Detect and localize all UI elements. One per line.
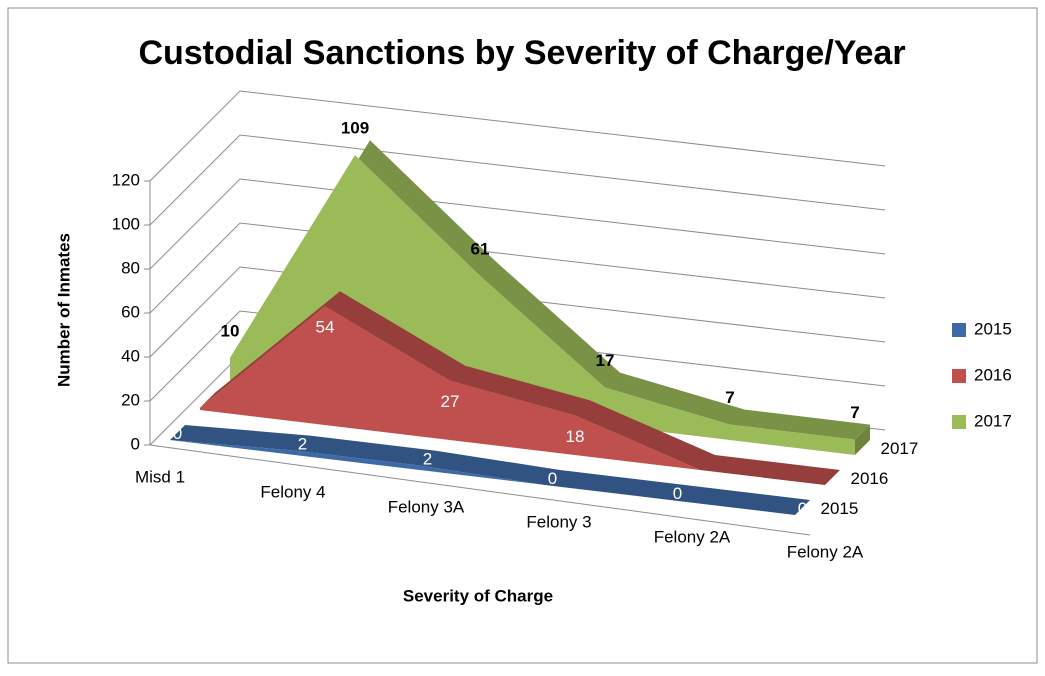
x-tick-label: Felony 2A (654, 527, 731, 546)
x-tick-label: Felony 3A (388, 497, 465, 516)
area-top (200, 291, 840, 485)
data-label: 2 (298, 435, 307, 454)
legend-label: 2015 (974, 319, 1012, 338)
data-label: 0 (173, 424, 182, 443)
y-tick-label: 120 (112, 170, 140, 189)
depth-label: 2016 (851, 469, 889, 488)
y-tick-label: 100 (112, 214, 140, 233)
depth-label: 2015 (821, 499, 859, 518)
chart-title: Custodial Sanctions by Severity of Charg… (138, 34, 905, 72)
x-tick-label: Felony 3 (526, 512, 591, 531)
y-tick-label: 0 (131, 434, 140, 453)
area (200, 306, 825, 485)
grid-line (149, 178, 886, 270)
grid-line (149, 90, 886, 182)
area (170, 440, 795, 515)
data-label: 109 (341, 119, 369, 138)
data-label: 54 (316, 318, 335, 337)
data-label: 27 (441, 392, 460, 411)
data-label: 0 (673, 484, 682, 503)
legend-swatch (952, 415, 966, 429)
legend-swatch (952, 323, 966, 337)
y-tick-label: 60 (121, 302, 140, 321)
depth-label: 2017 (881, 439, 919, 458)
y-tick-label: 40 (121, 346, 140, 365)
data-label: 0 (548, 469, 557, 488)
grid-line (149, 222, 886, 314)
grid-line (149, 266, 886, 358)
data-label: 7 (725, 388, 734, 407)
legend-label: 2016 (974, 365, 1012, 384)
y-tick-label: 20 (121, 390, 140, 409)
y-tick-label: 80 (121, 258, 140, 277)
data-label: 0 (820, 496, 829, 515)
y-axis-label: Number of Inmates (54, 233, 73, 387)
data-label: 17 (596, 351, 615, 370)
data-label: 7 (850, 403, 859, 422)
x-tick-label: Misd 1 (135, 467, 185, 486)
grid-line (149, 134, 886, 226)
data-label: 18 (566, 427, 585, 446)
area-top (170, 425, 810, 515)
legend-swatch (952, 369, 966, 383)
x-axis (149, 444, 811, 536)
data-label: 0 (798, 499, 807, 518)
data-label: 10 (221, 321, 240, 340)
x-tick-label: Felony 2A (787, 542, 864, 561)
legend-label: 2017 (974, 411, 1012, 430)
x-axis-label: Severity of Charge (403, 586, 553, 605)
x-tick-label: Felony 4 (260, 482, 325, 501)
grid-line (149, 310, 886, 402)
data-label: 2 (423, 450, 432, 469)
area-side (855, 424, 870, 455)
data-label: 61 (471, 239, 490, 258)
